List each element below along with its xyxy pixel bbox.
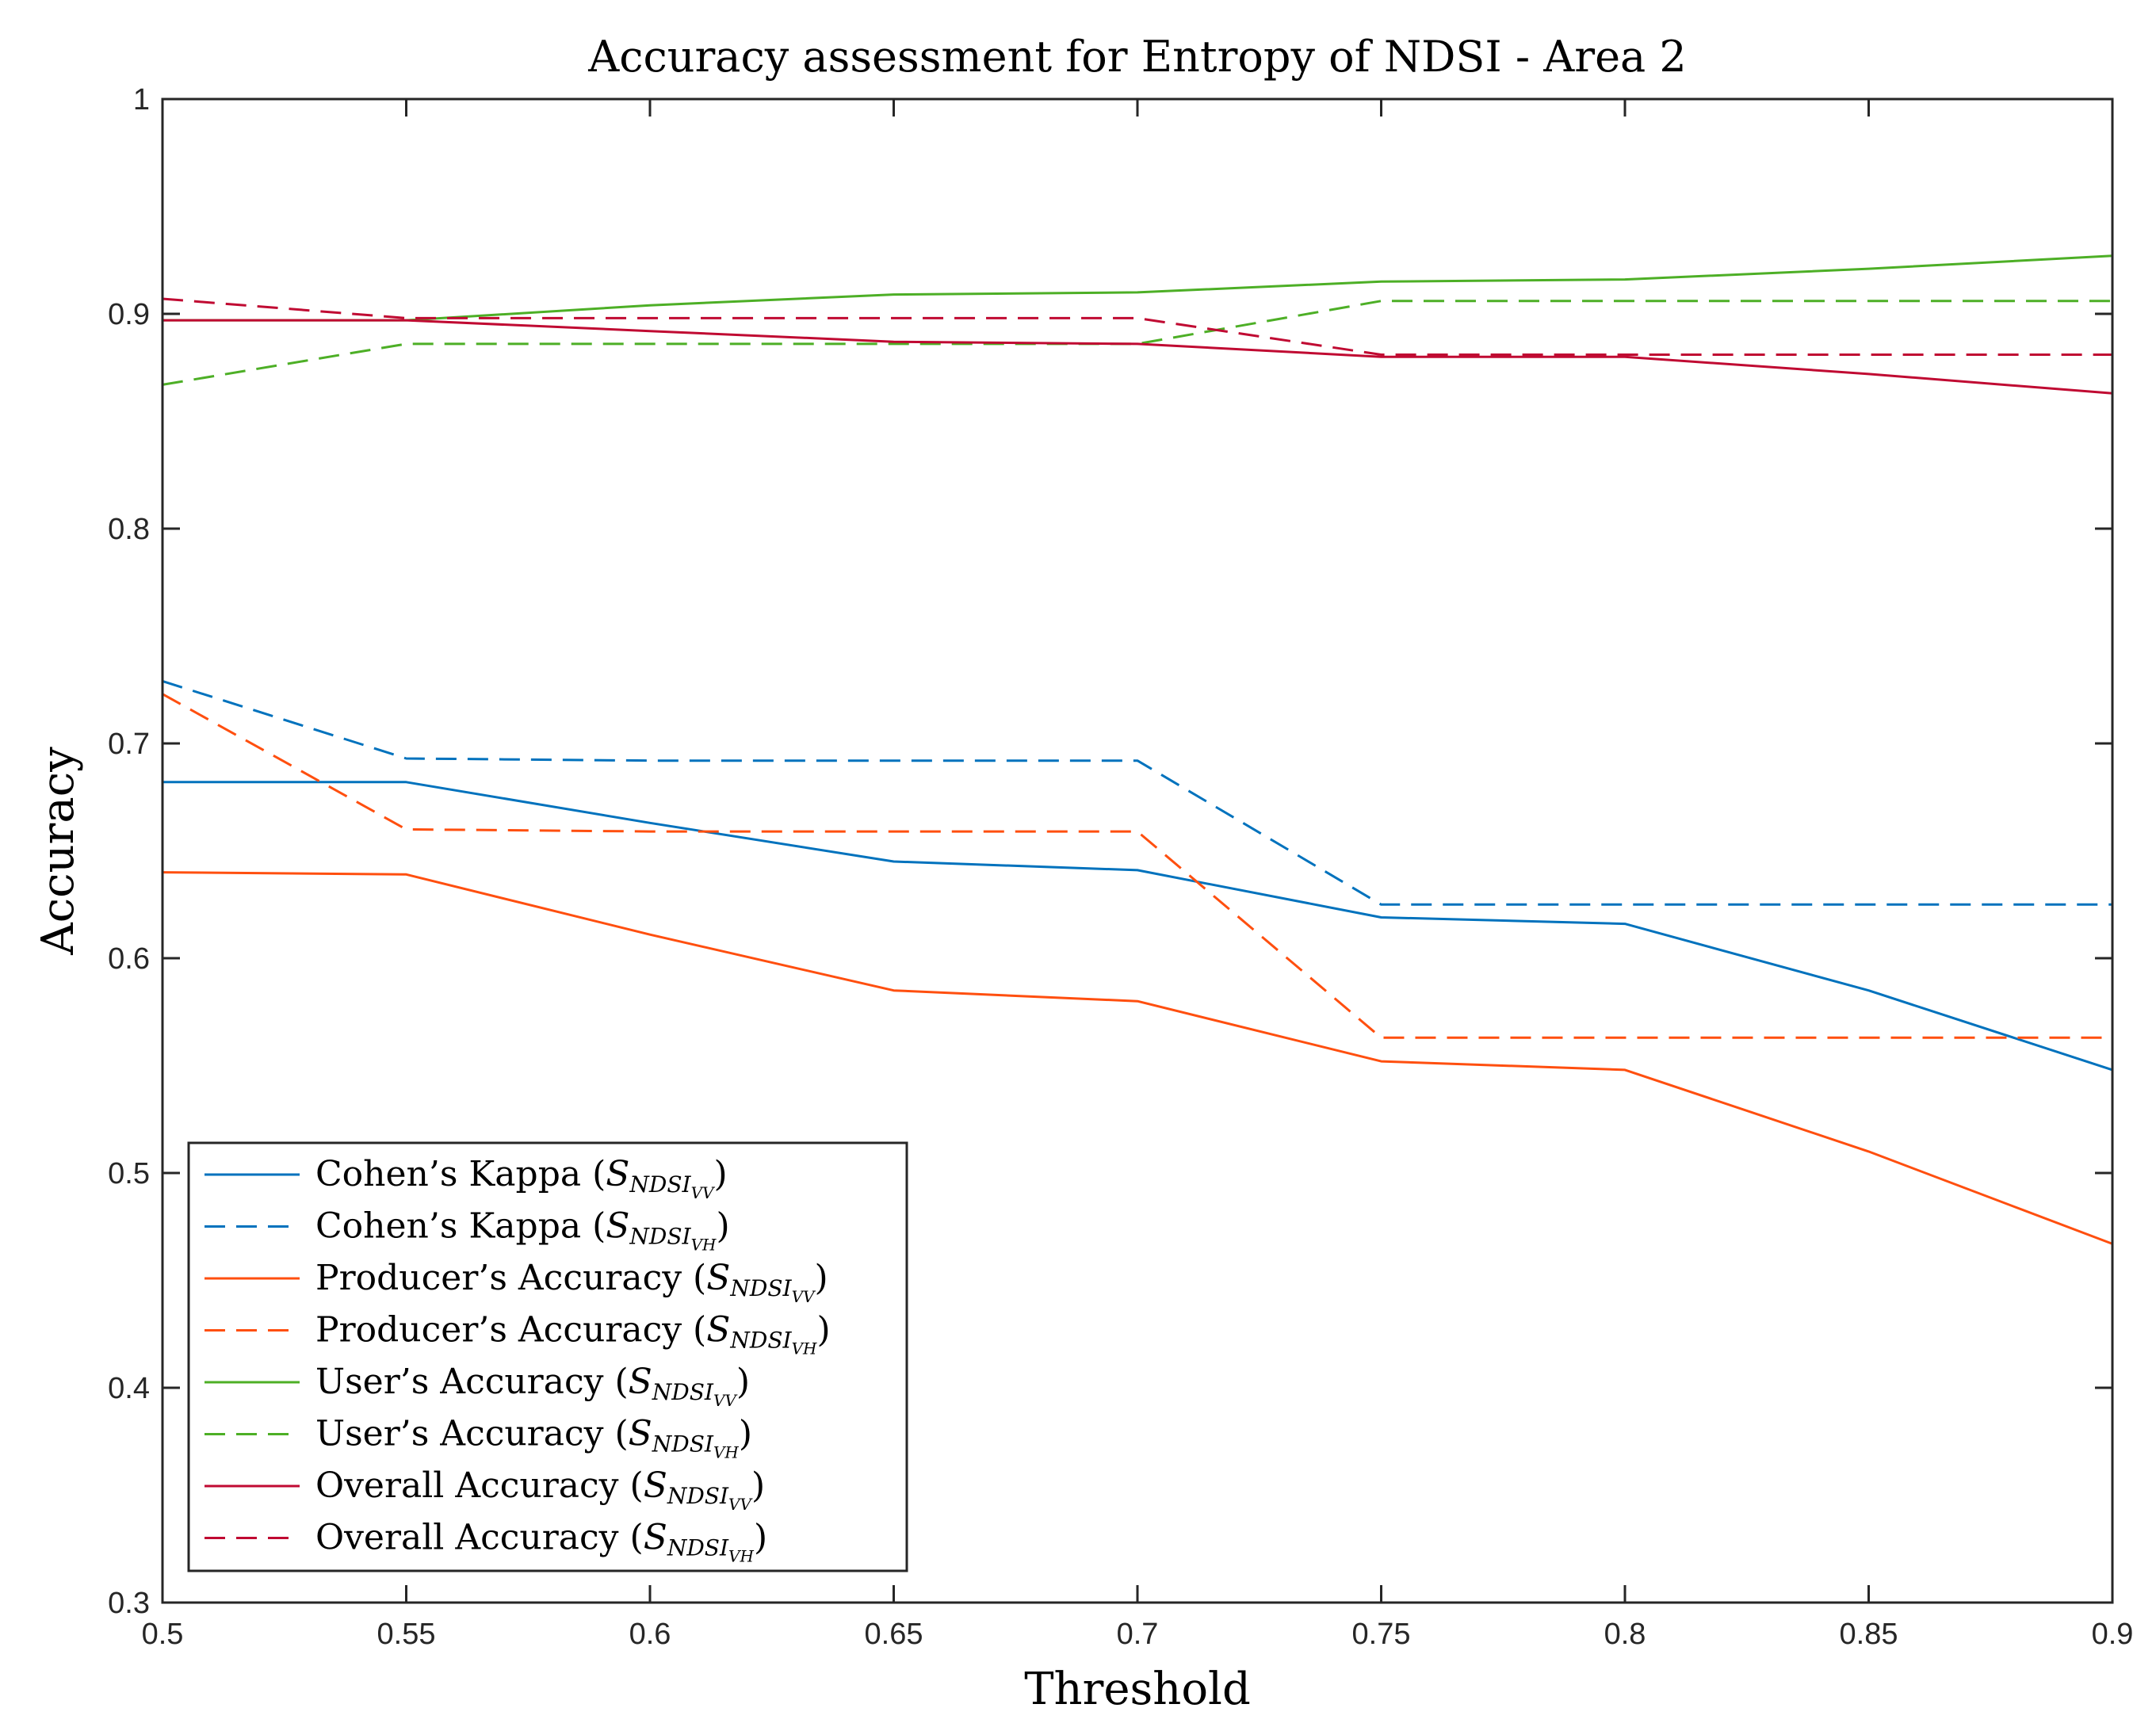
legend-label-1: Cohen’s Kappa (SNDSIVV): [315, 1154, 728, 1202]
series-line-2: [162, 679, 2112, 906]
legend-label-2: Cohen’s Kappa (SNDSIVH): [315, 1206, 730, 1255]
chart-title: Accuracy assessment for Entropy of NDSI …: [587, 32, 1687, 82]
y-tick-label: 0.5: [108, 1157, 150, 1190]
x-tick-label: 0.7: [1117, 1618, 1159, 1651]
y-tick-label: 0.6: [108, 942, 150, 976]
x-tick-label: 0.65: [865, 1618, 923, 1651]
legend-label-7: Overall Accuracy (SNDSIVV): [315, 1465, 765, 1514]
series-line-3: [162, 871, 2113, 1245]
series-line-1: [162, 781, 2113, 1072]
series-line-6: [162, 300, 2112, 386]
legend-label-3: Producer’s Accuracy (SNDSIVV): [315, 1258, 828, 1306]
series-layer: [162, 254, 2113, 1245]
x-tick-label: 0.55: [377, 1618, 436, 1651]
legend-label-5: User’s Accuracy (SNDSIVV): [315, 1362, 750, 1410]
series-line-8: [162, 297, 2112, 356]
series-line-7: [162, 319, 2113, 395]
y-tick-label: 0.4: [108, 1372, 150, 1405]
series-line-5: [162, 254, 2113, 322]
x-tick-label: 0.85: [1840, 1618, 1898, 1651]
legend-label-8: Overall Accuracy (SNDSIVH): [315, 1518, 767, 1566]
y-axis-label: Accuracy: [32, 747, 84, 956]
x-tick-label: 0.8: [1604, 1618, 1646, 1651]
x-tick-label: 0.75: [1352, 1618, 1411, 1651]
y-tick-label: 0.8: [108, 513, 150, 546]
legend-label-6: User’s Accuracy (SNDSIVH): [315, 1414, 752, 1462]
x-tick-label: 0.9: [2092, 1618, 2134, 1651]
x-tick-label: 0.5: [142, 1618, 184, 1651]
y-tick-label: 0.7: [108, 728, 150, 761]
legend-box: [187, 1141, 908, 1572]
legend: Cohen’s Kappa (SNDSIVV)Cohen’s Kappa (SN…: [187, 1141, 908, 1572]
legend-label-4: Producer’s Accuracy (SNDSIVH): [315, 1310, 831, 1358]
y-tick-label: 1: [133, 83, 150, 117]
x-axis-label: Threshold: [1024, 1664, 1251, 1715]
y-tick-label: 0.3: [108, 1587, 150, 1620]
y-tick-label: 0.9: [108, 298, 150, 331]
x-tick-label: 0.6: [629, 1618, 671, 1651]
series-line-4: [162, 693, 2112, 1039]
axes-layer: 0.5 0.55 0.6 0.65 0.7 0.75 0.8 0.85 0.9 0.3 0.4 0.5…: [108, 83, 2133, 1651]
